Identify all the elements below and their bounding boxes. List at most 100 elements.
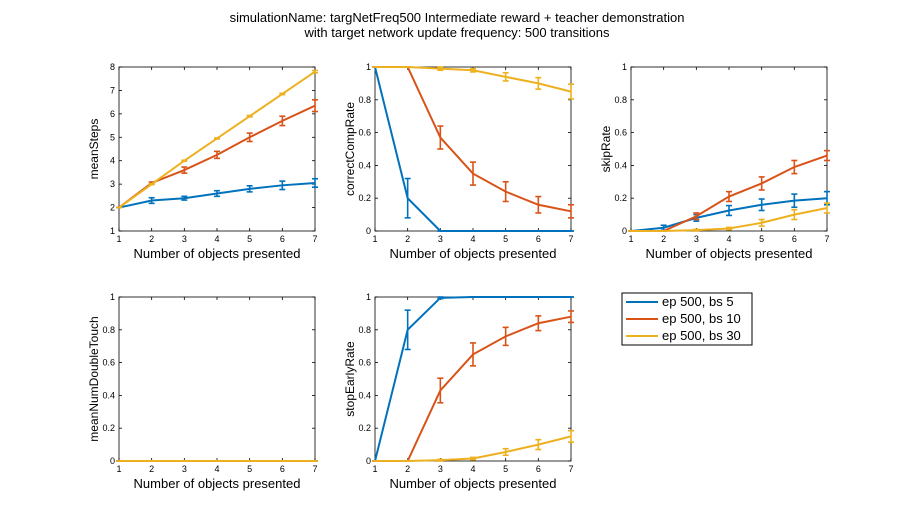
error-bar [181, 159, 188, 162]
error-bar [568, 83, 574, 100]
y-axis-label: skipRate [599, 125, 613, 172]
x-tick-label: 4 [726, 234, 731, 244]
y-tick-label: 0.8 [614, 95, 627, 105]
error-bar [437, 296, 444, 300]
x-tick-label: 3 [182, 234, 187, 244]
x-tick-label: 4 [470, 464, 475, 474]
error-bar [535, 195, 542, 214]
x-tick-label: 1 [116, 234, 121, 244]
y-tick-label: 0 [110, 456, 115, 466]
x-tick-label: 3 [438, 234, 443, 244]
subplot-1: 1 2 3 4 5 6 7 0 0.2 0.4 0.6 0.8 1 Number of objects p… [343, 62, 574, 261]
x-tick-label: 2 [661, 234, 666, 244]
error-bar [246, 114, 253, 118]
error-bar [758, 198, 765, 212]
x-tick-label: 5 [503, 464, 508, 474]
error-bar [502, 447, 509, 457]
y-tick-label: 3 [110, 179, 115, 189]
x-axis-label: Number of objects presented [390, 476, 557, 491]
error-bar [535, 76, 542, 90]
error-bar [312, 177, 318, 188]
series-2 [628, 202, 830, 232]
error-bar [726, 226, 732, 231]
x-tick-label: 4 [214, 464, 219, 474]
x-tick-label: 7 [568, 234, 573, 244]
error-bar [535, 438, 542, 451]
error-bar [404, 309, 411, 351]
y-tick-label: 0.2 [358, 423, 371, 433]
subplot-3: 1 2 3 4 5 6 7 0 0.2 0.4 0.6 0.8 1 Number of objects p… [87, 292, 318, 491]
y-tick-label: 6 [110, 109, 115, 119]
series-0 [372, 66, 574, 232]
x-tick-label: 1 [372, 464, 377, 474]
y-tick-label: 0 [366, 456, 371, 466]
y-tick-label: 1 [110, 226, 115, 236]
error-bar [246, 132, 253, 143]
y-tick-label: 0.4 [358, 160, 371, 170]
x-tick-label: 7 [824, 234, 829, 244]
y-tick-label: 0.6 [358, 128, 371, 138]
series-2 [372, 429, 574, 462]
subplots: 1 2 3 4 5 6 7 1 2 3 4 5 6 7 8 Number of objects present… [87, 62, 830, 491]
y-tick-label: 0.4 [358, 390, 371, 400]
y-tick-label: 1 [622, 62, 627, 72]
y-tick-label: 1 [110, 292, 115, 302]
x-tick-label: 7 [568, 464, 573, 474]
x-tick-label: 3 [182, 464, 187, 474]
series-2 [116, 69, 318, 209]
x-axis-label: Number of objects presented [390, 246, 557, 261]
error-bar [437, 125, 444, 150]
y-tick-label: 0.2 [102, 423, 115, 433]
error-bar [758, 218, 765, 227]
error-bar [279, 180, 286, 191]
x-tick-label: 4 [470, 234, 475, 244]
x-tick-label: 6 [280, 464, 285, 474]
legend-label-1: ep 500, bs 10 [662, 311, 741, 326]
error-bar [726, 204, 732, 217]
error-bar [437, 66, 444, 72]
series-0 [372, 296, 574, 462]
error-bar [568, 429, 574, 443]
error-bar [279, 115, 286, 127]
y-tick-label: 0.4 [102, 390, 115, 400]
y-tick-label: 5 [110, 132, 115, 142]
error-bar [824, 149, 830, 162]
x-tick-label: 2 [405, 234, 410, 244]
figure-title-line-2: with target network update frequency: 50… [304, 25, 610, 40]
error-bar [502, 181, 509, 203]
x-tick-label: 1 [628, 234, 633, 244]
x-tick-label: 2 [149, 464, 154, 474]
error-bar [568, 310, 574, 324]
x-tick-label: 1 [116, 464, 121, 474]
error-bar [791, 159, 798, 175]
error-bar [470, 456, 476, 461]
error-bar [758, 176, 765, 191]
error-bar [791, 208, 798, 221]
x-tick-label: 2 [405, 464, 410, 474]
error-bar [470, 342, 476, 367]
error-bar [437, 377, 444, 404]
error-bar [148, 182, 155, 186]
y-tick-label: 0 [366, 226, 371, 236]
y-axis-label: correctCompRate [343, 102, 357, 196]
legend-label-0: ep 500, bs 5 [662, 294, 734, 309]
error-bar [214, 137, 220, 140]
subplot-0: 1 2 3 4 5 6 7 1 2 3 4 5 6 7 8 Number of objects present… [87, 62, 318, 261]
error-bar [568, 203, 574, 219]
y-tick-label: 0.2 [614, 193, 627, 203]
x-tick-label: 7 [312, 234, 317, 244]
y-tick-label: 8 [110, 62, 115, 72]
error-bar [279, 92, 286, 96]
error-bar [693, 212, 700, 221]
x-tick-label: 3 [694, 234, 699, 244]
y-tick-label: 1 [366, 292, 371, 302]
x-tick-label: 6 [536, 464, 541, 474]
x-tick-label: 5 [247, 234, 252, 244]
x-tick-label: 2 [149, 234, 154, 244]
x-tick-label: 4 [214, 234, 219, 244]
y-tick-label: 0.8 [102, 325, 115, 335]
error-bar [312, 99, 318, 113]
x-axis-label: Number of objects presented [646, 246, 813, 261]
legend-label-2: ep 500, bs 30 [662, 328, 741, 343]
